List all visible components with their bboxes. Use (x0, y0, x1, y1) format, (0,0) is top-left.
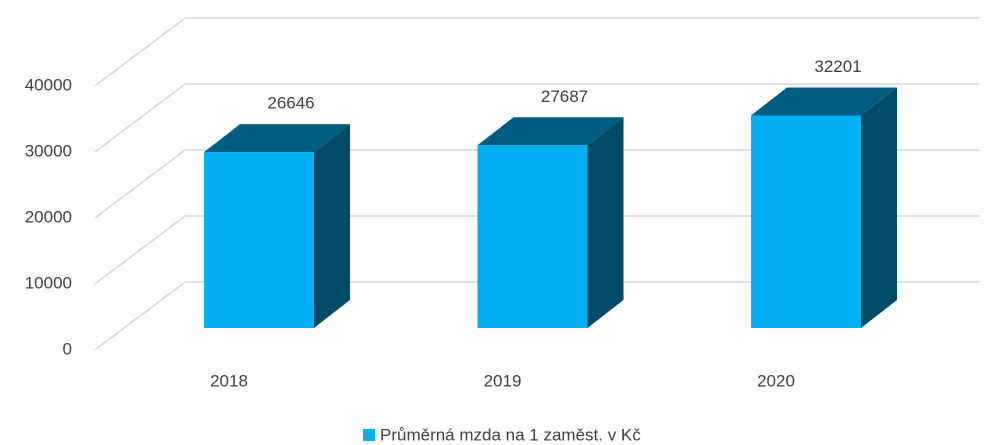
grid-line (94, 83, 980, 153)
bar-side (861, 87, 897, 329)
grid-line (94, 149, 980, 219)
data-label: 32201 (814, 57, 861, 76)
grid-line (94, 281, 980, 351)
legend-label: Průměrná mzda na 1 zaměst. v Kč (380, 425, 641, 444)
bar-side (587, 117, 624, 328)
data-label: 27687 (541, 87, 588, 106)
x-tick-label: 2018 (210, 371, 248, 390)
grid-line (94, 215, 980, 285)
bar-top (477, 117, 624, 146)
bar-top (751, 87, 897, 116)
grid-line (94, 17, 980, 87)
bar-side (314, 124, 350, 328)
data-label: 26646 (267, 94, 314, 113)
y-tick-label: 40000 (25, 75, 72, 94)
legend-swatch (363, 429, 375, 441)
y-tick-label: 0 (63, 339, 72, 358)
bar (477, 117, 624, 328)
bar-front (204, 152, 314, 328)
x-tick-label: 2020 (757, 371, 795, 390)
x-tick-label: 2019 (484, 371, 522, 390)
bar (204, 124, 350, 328)
bar-front (477, 145, 588, 328)
y-tick-label: 10000 (25, 273, 72, 292)
bar-front (751, 115, 861, 329)
y-tick-label: 30000 (25, 141, 72, 160)
y-tick-label: 20000 (25, 207, 72, 226)
bar-top (204, 124, 350, 153)
bar (751, 87, 897, 329)
